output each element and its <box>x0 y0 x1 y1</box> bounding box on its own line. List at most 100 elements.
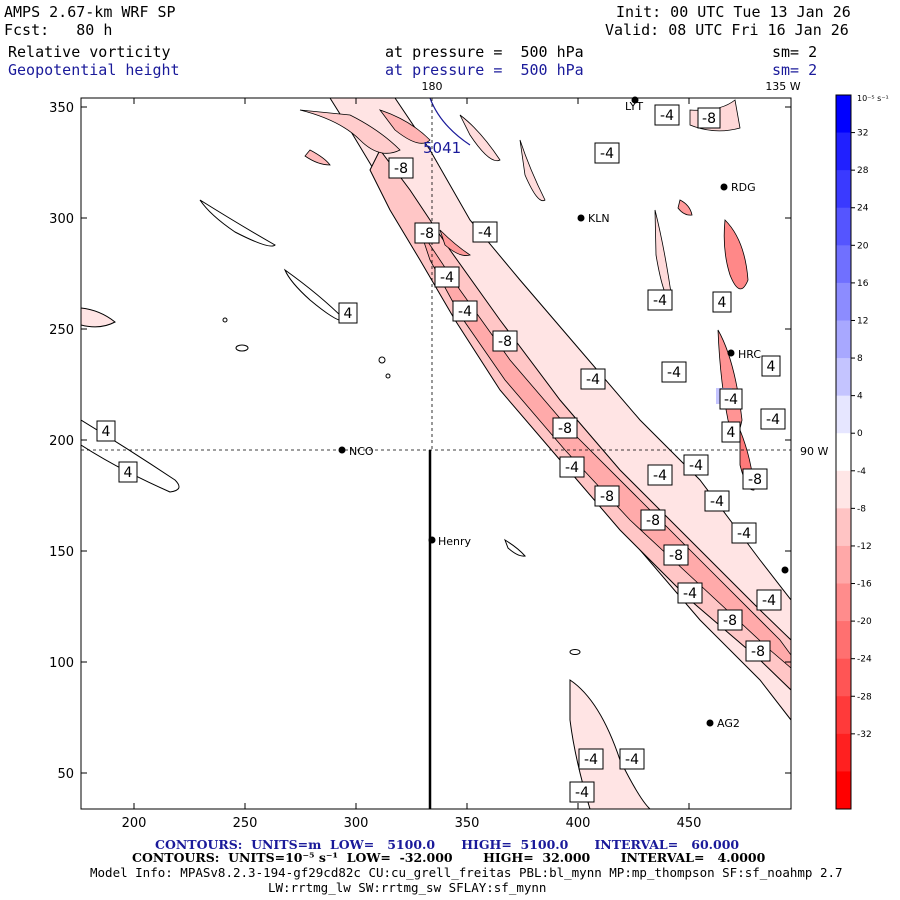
contour-label: -8 <box>388 157 414 179</box>
field2-level: at pressure = 500 hPa <box>385 61 584 79</box>
model-title: AMPS 2.67-km WRF SP <box>4 3 176 21</box>
contour-label: -4 <box>677 582 703 604</box>
station-label-ag2: AG2 <box>717 717 740 730</box>
contour-label: -4 <box>756 589 782 611</box>
station-marker <box>781 566 789 574</box>
contour-label: -4 <box>654 104 680 126</box>
x-tick-label: 400 <box>566 816 591 831</box>
model-info: Model Info: MPASv8.2.3-194-gf29cd82c CU:… <box>90 865 843 880</box>
colorbar-swatch <box>836 621 851 660</box>
contour-label: -4 <box>760 408 786 430</box>
station-label-rdg: RDG <box>731 181 756 194</box>
contour-label: -4 <box>719 388 743 410</box>
svg-text:-4: -4 <box>458 304 472 320</box>
contour-label: -4 <box>683 454 709 476</box>
svg-text:4: 4 <box>727 425 736 441</box>
forecast-hour: Fcst: 80 h <box>4 21 113 39</box>
contour-label: -4 <box>580 368 606 390</box>
plot-area <box>81 98 791 809</box>
svg-text:-8: -8 <box>702 111 716 127</box>
svg-text:-4: -4 <box>710 494 724 510</box>
contour-label: -4 <box>452 300 478 322</box>
station-marker <box>577 214 585 222</box>
y-axis: 350 300 250 200 150 100 50 <box>49 101 791 782</box>
colorbar-label: -32 <box>857 730 872 740</box>
contour-label: -4 <box>594 142 620 164</box>
colorbar-label: 12 <box>857 316 868 326</box>
station-marker <box>338 446 346 454</box>
station-marker <box>706 719 714 727</box>
x-tick-label: 350 <box>455 816 480 831</box>
colorbar-swatch <box>836 545 851 585</box>
valid-time: Valid: 08 UTC Fri 16 Jan 26 <box>605 21 849 39</box>
colorbar-swatch <box>836 358 851 397</box>
y-tick-label: 200 <box>49 434 74 449</box>
svg-text:-4: -4 <box>766 412 780 428</box>
contour-label: -4 <box>647 289 673 311</box>
svg-text:-4: -4 <box>653 293 667 309</box>
svg-text:-4: -4 <box>600 146 614 162</box>
contour-label: -4 <box>619 748 645 770</box>
svg-text:-8: -8 <box>420 226 434 242</box>
colorbar-swatch <box>836 132 851 171</box>
svg-text:-8: -8 <box>748 472 762 488</box>
svg-text:-8: -8 <box>751 644 765 660</box>
svg-text:-4: -4 <box>565 460 579 476</box>
field2-name: Geopotential height <box>8 61 180 79</box>
colorbar-swatches <box>836 95 851 810</box>
contour-label: 4 <box>721 421 741 443</box>
station-label-lyt: LYT <box>625 100 643 113</box>
colorbar-unit: 10⁻⁵ s⁻¹ <box>857 94 889 103</box>
field1-level: at pressure = 500 hPa <box>385 43 584 61</box>
colorbar-label: 8 <box>857 354 863 364</box>
colorbar-label: 4 <box>857 392 863 402</box>
svg-text:-4: -4 <box>724 392 738 408</box>
colorbar-swatch <box>836 170 851 209</box>
x-tick-label: 250 <box>233 816 258 831</box>
svg-text:-4: -4 <box>653 468 667 484</box>
init-time: Init: 00 UTC Tue 13 Jan 26 <box>616 3 851 21</box>
y-tick-label: 50 <box>57 767 74 782</box>
y-tick-label: 300 <box>49 212 74 227</box>
station-label-nco: NCO <box>349 445 374 458</box>
colorbar-swatch <box>836 320 851 359</box>
contour-label: -8 <box>745 640 771 662</box>
colorbar-swatch <box>836 95 851 134</box>
contour-label: -4 <box>578 748 604 770</box>
colorbar-label: -16 <box>857 580 872 590</box>
station-label-kln: KLN <box>588 212 610 225</box>
contour-label: 4 <box>338 302 358 324</box>
colorbar-label: 16 <box>857 279 869 289</box>
colorbar-label: -8 <box>857 504 866 514</box>
contour-label: 4 <box>712 291 732 313</box>
contour-label: -8 <box>697 107 721 129</box>
svg-text:4: 4 <box>718 295 727 311</box>
colorbar-swatch <box>836 470 851 509</box>
colorbar-label: -20 <box>857 617 872 627</box>
svg-text:-4: -4 <box>660 108 674 124</box>
station-marker <box>720 183 728 191</box>
colorbar-swatch <box>836 696 851 735</box>
station-marker <box>727 349 735 357</box>
x-tick-label: 200 <box>122 816 147 831</box>
x-tick-label: 300 <box>344 816 369 831</box>
colorbar-label: 20 <box>857 241 869 251</box>
height-contour-info: CONTOURS: UNITS=m LOW= 5100.0 HIGH= 5100… <box>155 837 740 852</box>
contour-label: -8 <box>717 609 743 631</box>
contour-label: 4 <box>118 461 138 483</box>
colorbar-label: 28 <box>857 166 869 176</box>
contour-label: -4 <box>731 522 757 544</box>
y-tick-label: 250 <box>49 323 74 338</box>
contour-label: -4 <box>661 361 687 383</box>
contour-label: -4 <box>559 456 585 478</box>
y-tick-label: 100 <box>49 656 74 671</box>
contour-label: -4 <box>647 464 673 486</box>
svg-text:4: 4 <box>767 359 776 375</box>
plot-border <box>80 97 792 810</box>
svg-text:-4: -4 <box>586 372 600 388</box>
colorbar: 10⁻⁵ s⁻¹ 32 28 24 20 16 12 8 4 0 -4 -8 -12 -16 -20 -24… <box>835 94 889 810</box>
model-info-continued: LW:rrtmg_lw SW:rrtmg_sw SFLAY:sf_mynn <box>268 880 547 895</box>
colorbar-swatch <box>836 395 851 434</box>
station-label-henry: Henry <box>438 535 472 548</box>
station-label-hrc: HRC <box>738 348 761 361</box>
